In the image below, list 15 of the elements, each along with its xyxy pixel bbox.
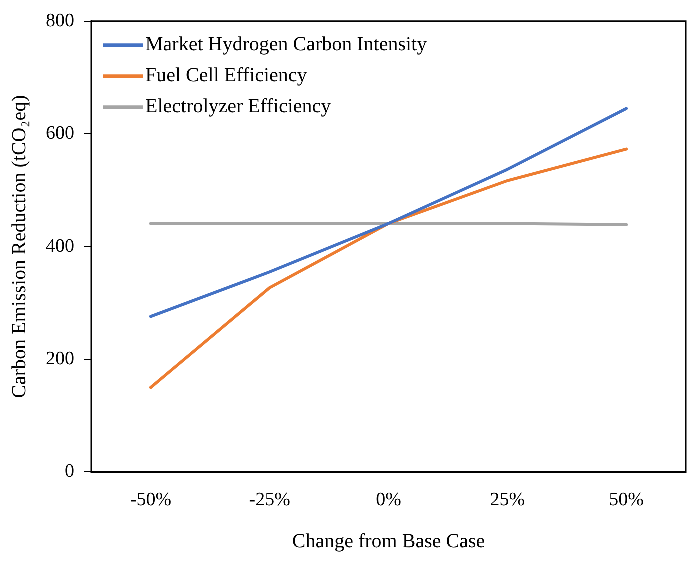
- x-tick-label: 0%: [376, 490, 402, 511]
- x-axis-title: Change from Base Case: [292, 530, 486, 552]
- legend-label: Market Hydrogen Carbon Intensity: [146, 34, 428, 56]
- y-tick-label: 800: [46, 10, 74, 32]
- y-tick-label: 0: [65, 461, 74, 482]
- y-axis-title: Carbon Emission Reduction (tCO₂eq): [8, 95, 30, 398]
- y-tick-label: 200: [46, 348, 74, 370]
- x-tick-label: -50%: [130, 490, 172, 511]
- x-tick-label: 25%: [490, 490, 526, 511]
- legend-label: Electrolyzer Efficiency: [146, 96, 332, 118]
- x-tick-label: 50%: [609, 490, 644, 511]
- y-tick-label: 400: [46, 236, 74, 257]
- y-tick-label: 600: [46, 123, 74, 144]
- x-tick-label: -25%: [249, 490, 291, 511]
- legend-label: Fuel Cell Efficiency: [146, 64, 308, 87]
